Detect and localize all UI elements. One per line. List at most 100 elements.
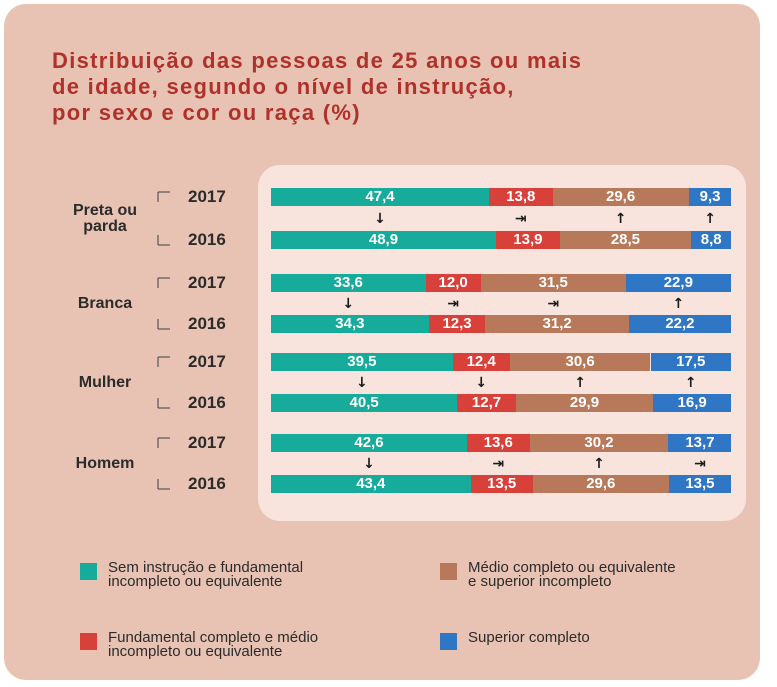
group-label: Mulher: [78, 373, 132, 391]
data-label: 29,6: [605, 188, 636, 205]
bar-segment: [552, 188, 689, 206]
bar-segment: [470, 475, 533, 493]
trend-arrow: ↓: [475, 374, 488, 391]
bar-segment: [628, 315, 731, 333]
bar-segment: [457, 394, 516, 412]
legend-swatch: [440, 633, 457, 650]
y-tick-label: 2016: [188, 393, 226, 412]
trend-arrow: ↓: [374, 210, 386, 227]
trend-arrow: ⇥: [694, 455, 706, 472]
data-label: 12,0: [438, 274, 468, 291]
bar-segment: [532, 475, 669, 493]
data-label: 29,9: [569, 394, 600, 411]
data-label: 47,4: [365, 188, 395, 205]
bar-segment: [559, 231, 691, 249]
data-label: 9,3: [699, 188, 721, 205]
bar-segment: [271, 188, 490, 206]
bar-segment: [466, 434, 530, 452]
bar-segment: [271, 315, 429, 333]
data-label: 13,9: [513, 231, 543, 248]
data-label: 48,9: [368, 231, 399, 248]
chart-title: Distribuição das pessoas de 25 anos ou m…: [52, 48, 583, 125]
data-label: 33,6: [333, 274, 363, 291]
data-label: 30,6: [565, 353, 595, 370]
bar-segment: [509, 353, 651, 371]
bar-segment: [668, 434, 732, 452]
y-tick-label: 2017: [188, 273, 226, 292]
legend-label: Médio completo ou equivalente e superior…: [468, 559, 676, 590]
trend-arrow: ↑: [684, 374, 697, 391]
data-label: 17,5: [676, 353, 706, 370]
bar-segment: [271, 475, 471, 493]
data-label: 22,2: [665, 315, 695, 332]
bar-segment: [271, 434, 467, 452]
bar-segment: [515, 394, 654, 412]
trend-arrow: ⇥: [447, 295, 460, 312]
legend-swatch: [80, 633, 97, 650]
y-tick-label: 2016: [188, 474, 226, 493]
data-label: 40,5: [349, 394, 379, 411]
y-tick-label: 2017: [188, 433, 226, 452]
trend-arrow: ↑: [593, 455, 605, 472]
trend-arrow: ↓: [355, 374, 368, 391]
y-tick-label: 2016: [188, 314, 226, 333]
y-tick-label: 2016: [188, 230, 226, 249]
trend-arrow: ↑: [672, 295, 685, 312]
data-label: 13,8: [506, 188, 536, 205]
data-label: 13,7: [685, 434, 715, 451]
trend-arrow: ⇥: [547, 295, 560, 312]
legend-swatch: [440, 563, 457, 580]
legend-swatch: [80, 563, 97, 580]
group-label: Homem: [75, 454, 135, 472]
legend-label: Fundamental completo e médio incompleto …: [108, 629, 319, 660]
trend-arrow: ⇥: [514, 210, 527, 227]
bar-segment: [271, 231, 496, 249]
data-label: 31,5: [538, 274, 568, 291]
data-label: 42,6: [354, 434, 384, 451]
data-label: 28,5: [610, 231, 641, 248]
bar-segment: [271, 353, 453, 371]
trend-arrow: ↓: [363, 455, 375, 472]
data-label: 29,6: [586, 475, 616, 492]
trend-arrow: ↓: [342, 295, 355, 312]
data-label: 43,4: [356, 475, 386, 492]
plot-panel: [258, 165, 746, 521]
bar-segment: [480, 274, 626, 292]
group-label: Branca: [77, 294, 133, 312]
data-label: 13,5: [685, 475, 715, 492]
bar-segment: [688, 188, 732, 206]
legend-label: Sem instrução e fundamental incompleto o…: [108, 559, 304, 590]
data-label: 22,9: [663, 274, 693, 291]
group-label: Preta ou parda: [72, 201, 137, 235]
data-label: 8,8: [700, 231, 722, 248]
trend-arrow: ↑: [574, 374, 586, 391]
bar-segment: [668, 475, 731, 493]
bar-segment: [428, 315, 486, 333]
bar-segment: [529, 434, 669, 452]
data-label: 16,9: [677, 394, 707, 411]
bar-segment: [489, 188, 553, 206]
trend-arrow: ↑: [614, 210, 627, 227]
bar-segment: [271, 274, 426, 292]
bar-segment: [425, 274, 481, 292]
bar-segment: [485, 315, 629, 333]
bar-segment: [495, 231, 560, 249]
data-label: 12,7: [471, 394, 502, 411]
data-label: 34,3: [335, 315, 365, 332]
y-tick-label: 2017: [188, 352, 226, 371]
trend-arrow: ↑: [704, 210, 716, 227]
y-tick-label: 2017: [188, 187, 226, 206]
bar-segment: [271, 394, 458, 412]
legend-label: Superior completo: [468, 629, 590, 646]
trend-arrow: ⇥: [492, 455, 505, 472]
data-label: 13,5: [487, 475, 517, 492]
data-label: 31,2: [542, 315, 572, 332]
data-label: 12,3: [442, 315, 472, 332]
data-label: 30,2: [584, 434, 614, 451]
bar-segment: [625, 274, 731, 292]
data-label: 12,4: [466, 353, 496, 370]
bar-segment: [690, 231, 732, 249]
data-label: 39,5: [347, 353, 377, 370]
bar-segment: [653, 394, 731, 412]
